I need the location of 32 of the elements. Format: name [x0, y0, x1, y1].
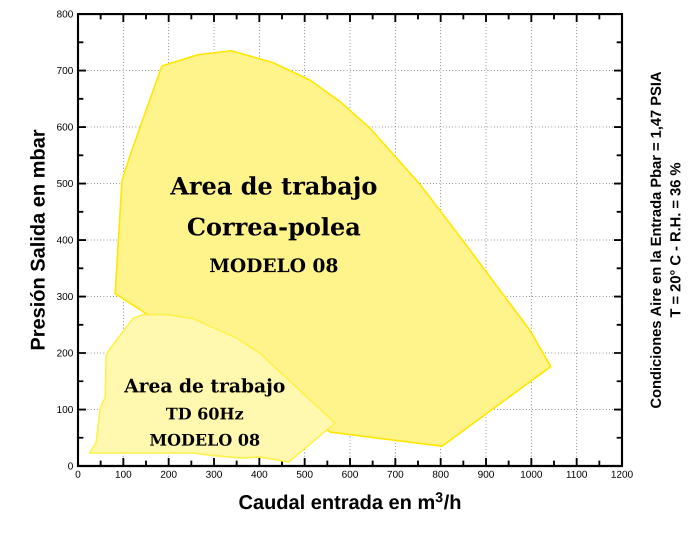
y-tick-label: 400 — [56, 236, 73, 244]
x-tick-label: 0 — [76, 470, 80, 478]
annotation: TD 60Hz — [166, 408, 244, 420]
annotation: Area de trabajo — [170, 176, 376, 200]
annotation: Area de trabajo — [124, 378, 285, 397]
x-tick-label: 600 — [342, 470, 358, 478]
y-tick-label: 0 — [68, 462, 73, 470]
x-tick-label: 1000 — [520, 470, 542, 478]
x-tick-label: 800 — [432, 470, 449, 478]
x-tick-label: 900 — [478, 470, 494, 478]
x-axis-title: Caudal entrada en m$^{3}$/h — [239, 492, 460, 510]
x-tick-label: 1100 — [566, 470, 588, 478]
annotation: MODELO 08 — [210, 258, 338, 272]
x-tick-label: 1200 — [612, 470, 633, 478]
y-tick-label: 600 — [57, 123, 73, 131]
x-tick-label: 100 — [116, 470, 132, 478]
text: Condiciones Aire en la Entrada Pbar = 1,47 PSIA — [650, 72, 664, 408]
y-tick-label: 200 — [57, 349, 73, 357]
x-tick-label: 700 — [388, 470, 404, 478]
x-tick-label: 200 — [160, 470, 177, 478]
annotation: Correa-polea — [188, 217, 360, 240]
y-tick-label: 800 — [57, 10, 73, 18]
x-tick-label: 400 — [251, 470, 268, 478]
x-tick-label: 500 — [296, 470, 313, 478]
annotation: MODELO 08 — [150, 434, 260, 446]
text: T = 20° C - R.H. = 36 % — [670, 162, 681, 318]
y-tick-label: 700 — [57, 66, 73, 74]
y-tick-label: 100 — [57, 406, 73, 414]
y-axis-title: Presión Salida en mbar — [30, 130, 45, 350]
y-tick-label: 300 — [56, 292, 73, 300]
x-tick-label: 300 — [206, 470, 222, 478]
y-tick-label: 500 — [57, 180, 73, 188]
